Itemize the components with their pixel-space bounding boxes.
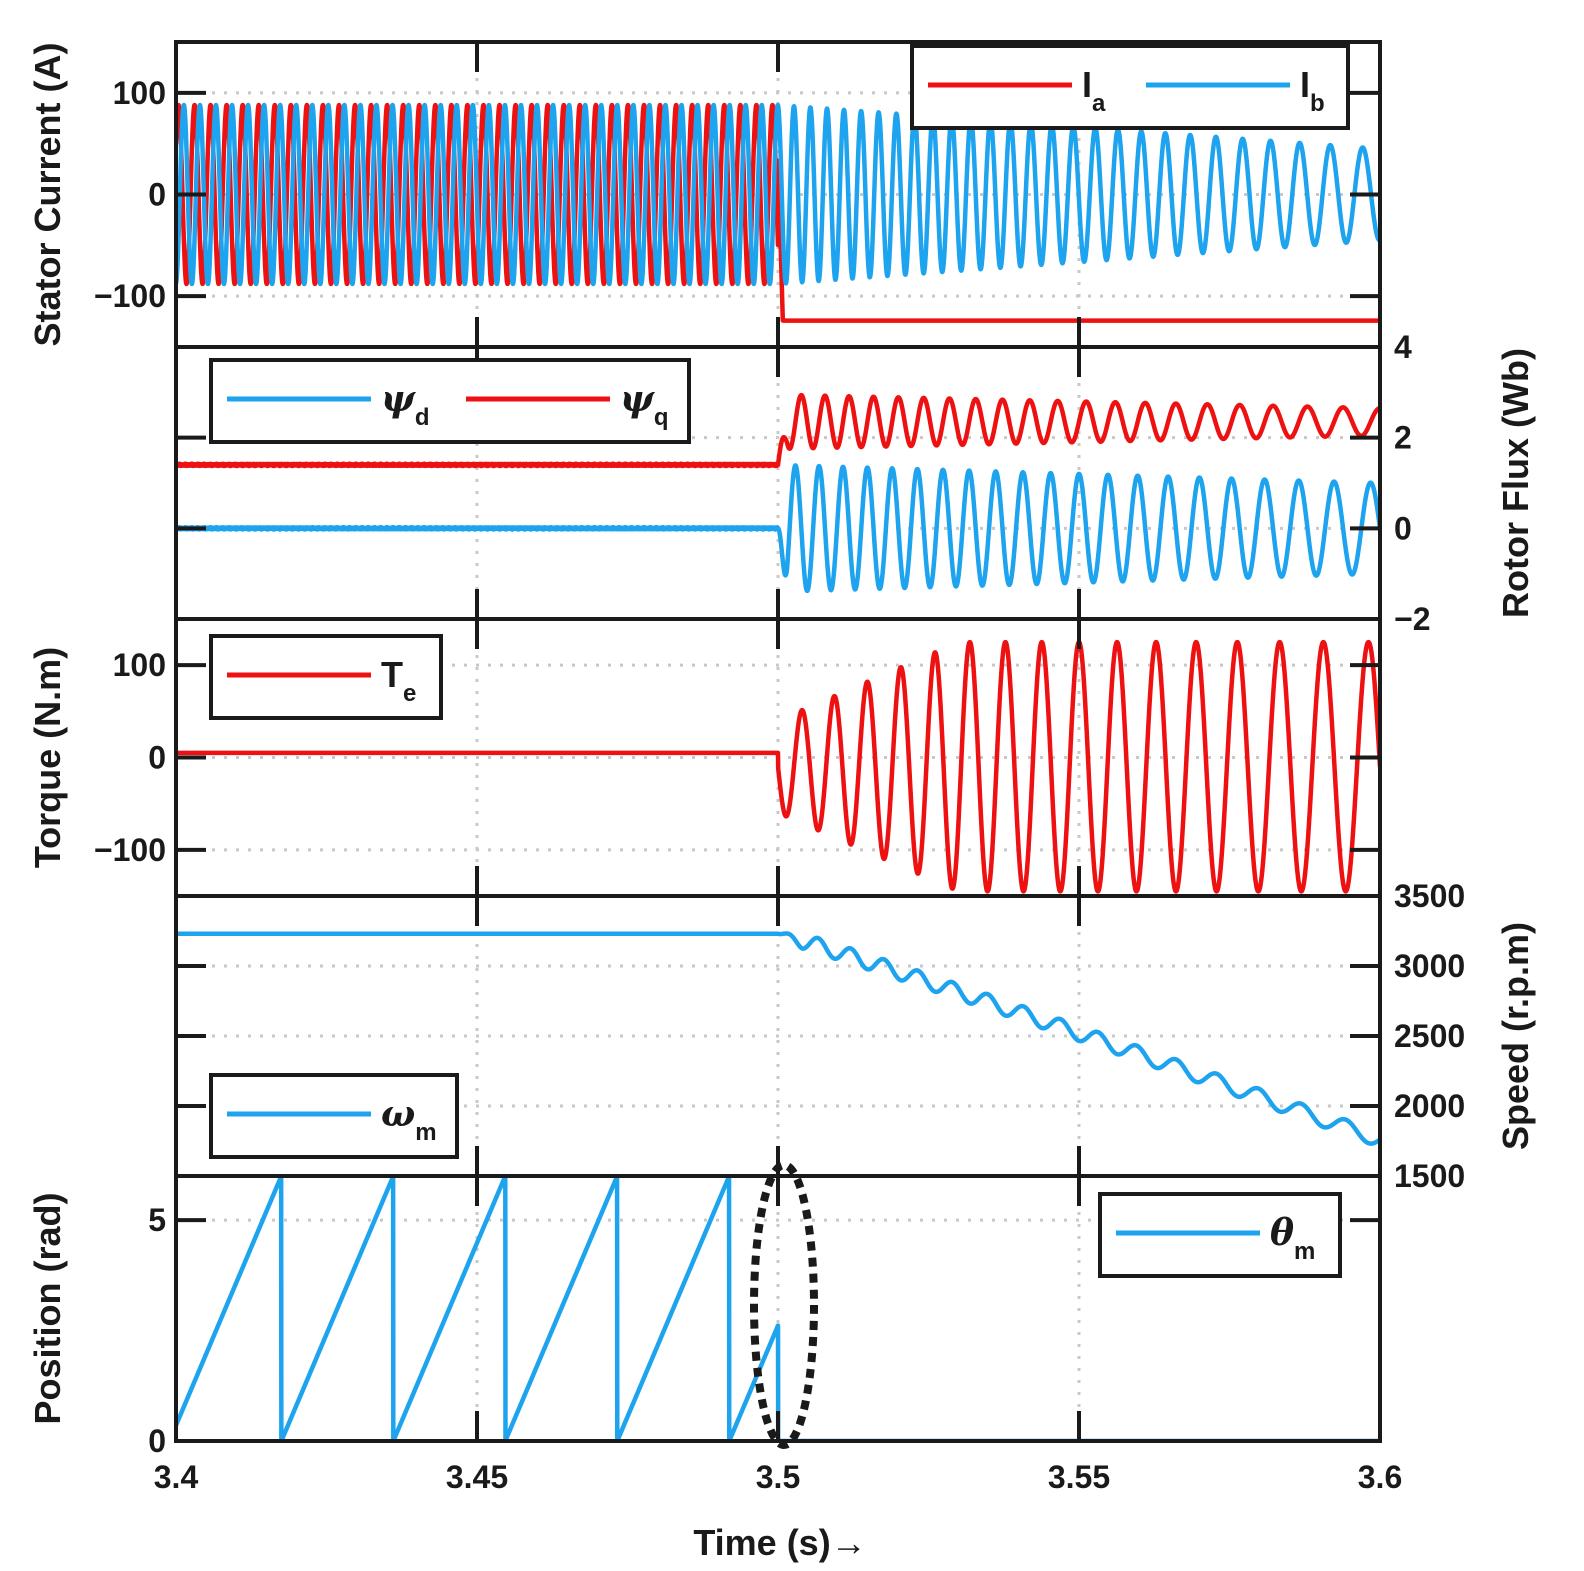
y-axis-label: Rotor Flux (Wb) [1495,348,1536,618]
series-torque-e [176,639,1380,894]
y-tick-label: 3000 [1394,948,1465,984]
y-tick-label: −100 [94,278,166,314]
series-flux-d [176,463,1380,594]
panel-speed: 3500 3000 2500 2000 1500 Speed (r.p.m) [174,878,1536,1194]
y-axis-label: Speed (r.p.m) [1495,922,1536,1150]
y-tick-label: 2500 [1394,1018,1465,1054]
x-tick-label: 3.6 [1358,1459,1402,1495]
x-tick-label: 3.5 [756,1459,800,1495]
y-tick-label: 5 [148,1202,166,1238]
x-tick-label: 3.45 [446,1459,508,1495]
legend-position: θm [1098,1192,1342,1278]
series-flux-q [176,392,1380,469]
x-tick-label: 3.4 [154,1459,199,1495]
y-axis-label: Position (rad) [27,1193,68,1425]
panel-flux: 4 2 0 −2 Rotor Flux (Wb) [174,329,1536,637]
y-tick-label: 0 [148,177,166,213]
y-tick-label: 0 [1394,510,1412,546]
y-tick-label: 3500 [1394,878,1465,914]
y-tick-label: −2 [1394,601,1430,637]
legend-current: Ia Ib [910,44,1350,130]
y-tick-label: 100 [113,75,166,111]
y-tick-label: 4 [1394,329,1412,365]
series-current-a [176,102,1380,323]
y-tick-label: 2 [1394,420,1412,456]
legend-torque: Te [209,634,443,720]
panel-position: 5 0 Position (rad) [27,1174,1382,1459]
legend-speed: ωm [209,1073,459,1159]
y-tick-label: −100 [94,832,166,868]
y-tick-label: 100 [113,647,166,683]
x-axis: Time (s)→ 3.4 3.45 3.5 3.55 3.6 [154,1459,1402,1563]
y-tick-label: 0 [148,740,166,776]
legend-flux: ψd ψq [209,358,691,444]
y-tick-label: 1500 [1394,1158,1465,1194]
x-axis-label: Time (s)→ [693,1522,866,1563]
series-speed-m [176,931,1380,1146]
y-tick-label: 0 [148,1423,166,1459]
series-current-b [176,102,1380,287]
y-axis-label: Stator Current (A) [27,43,68,347]
x-tick-label: 3.55 [1048,1459,1110,1495]
y-axis-label: Torque (N.m) [27,647,68,868]
fault-annotation-ellipse [750,1161,818,1449]
series-position-m [176,1176,1380,1441]
y-tick-label: 2000 [1394,1088,1465,1124]
